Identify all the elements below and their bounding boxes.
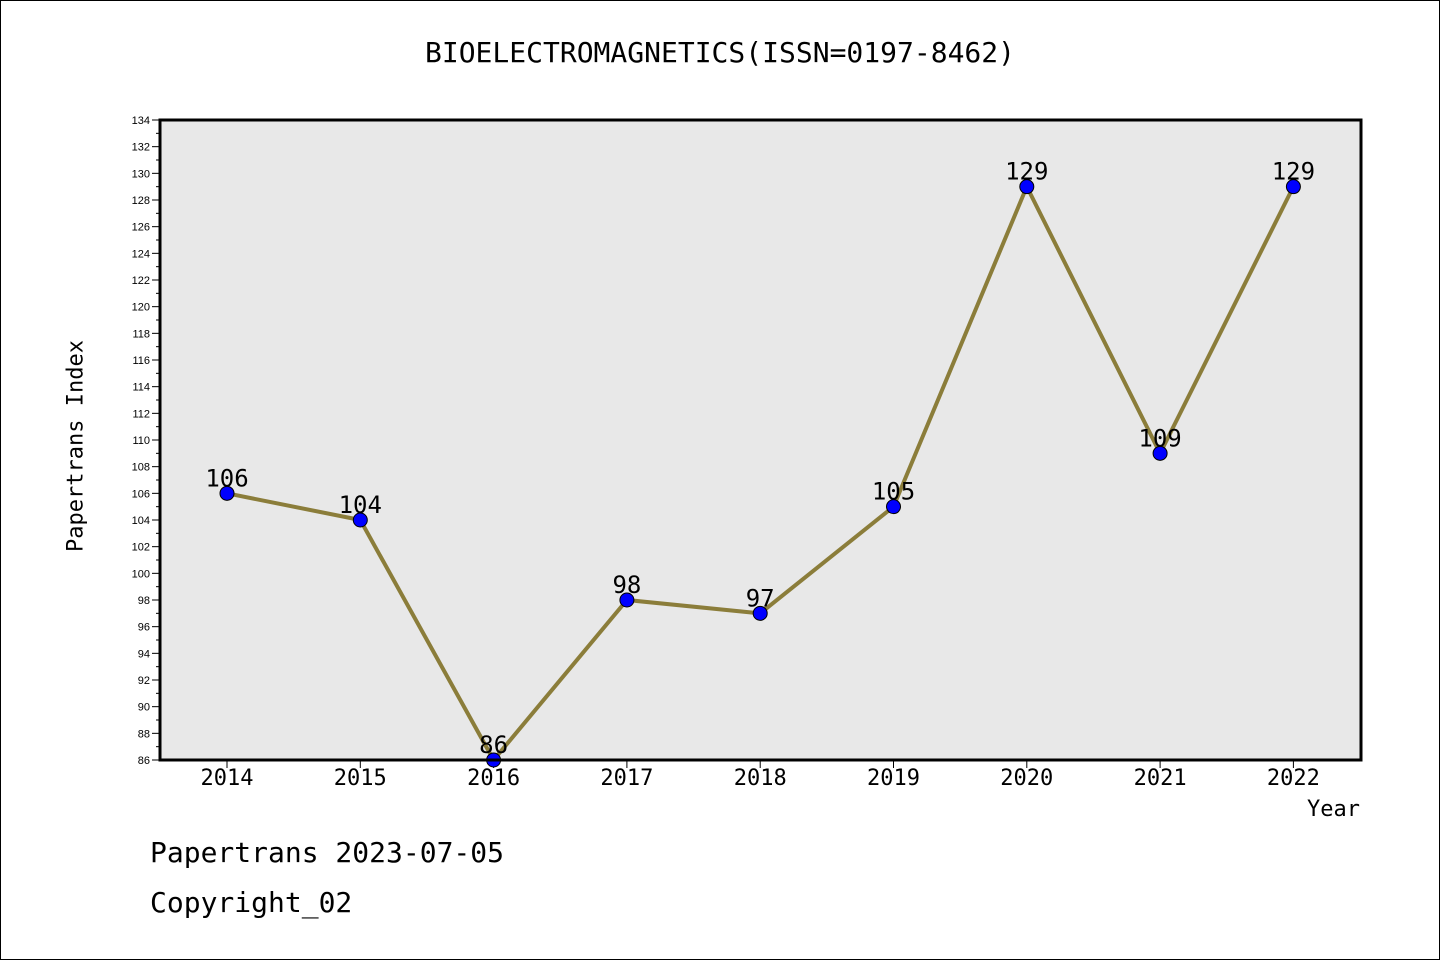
y-tick-label: 112: [132, 408, 150, 420]
x-axis-label: Year: [1307, 797, 1360, 822]
y-tick-label: 100: [132, 568, 150, 580]
x-tick-label: 2021: [1134, 766, 1187, 791]
footer-date: Papertrans 2023-07-05: [150, 836, 505, 869]
y-tick-label: 90: [138, 702, 150, 714]
y-tick-label: 92: [138, 675, 150, 687]
y-tick-label: 122: [132, 275, 150, 287]
data-label: 105: [872, 478, 915, 506]
y-tick-label: 116: [132, 355, 150, 367]
plot-border: [158, 118, 1363, 762]
y-tick-label: 88: [138, 728, 150, 740]
x-tick-label: 2014: [201, 766, 254, 791]
y-tick-label: 118: [132, 328, 150, 340]
y-tick-label: 110: [132, 435, 150, 447]
y-tick-label: 96: [138, 622, 150, 634]
data-label: 86: [479, 731, 508, 759]
y-tick-label: 114: [132, 382, 150, 394]
y-tick-label: 106: [132, 488, 150, 500]
data-point: [1285, 179, 1301, 195]
y-tick-label: 120: [132, 302, 150, 314]
data-label: 98: [612, 571, 641, 599]
y-tick-label: 104: [132, 515, 150, 527]
data-label: 104: [339, 491, 382, 519]
data-point: [619, 592, 635, 608]
data-point: [752, 605, 768, 621]
data-label: 106: [205, 464, 248, 492]
y-tick-label: 132: [132, 142, 150, 154]
x-tick-label: 2022: [1267, 766, 1320, 791]
y-tick-label: 128: [132, 195, 150, 207]
y-tick-label: 98: [138, 595, 150, 607]
data-point: [886, 499, 901, 515]
x-tick-label: 2015: [334, 766, 387, 791]
data-point: [1152, 445, 1168, 461]
plot-area: [160, 120, 1361, 760]
y-tick-label: 86: [138, 755, 150, 767]
data-point: [352, 512, 368, 528]
x-axis-ticks: 2014 2015 2016 2017 2018 2019 2020 2021 2022: [201, 760, 1320, 791]
chart-title: BIOELECTROMAGNETICS(ISSN=0197-8462): [424, 36, 1015, 69]
y-axis-ticks: 86 88 90 92 94 96 98 100 102 104 106 108 110 112 114 11…: [132, 115, 160, 767]
y-tick-label: 124: [132, 248, 150, 260]
footer-copyright: Copyright_02: [150, 886, 353, 919]
x-tick-label: 2018: [734, 766, 787, 791]
data-labels: 106 104 86 98 97 105 129 109 129: [205, 158, 1315, 759]
x-tick-label: 2019: [867, 766, 920, 791]
data-label: 129: [1272, 158, 1315, 186]
data-point: [1019, 179, 1035, 195]
y-tick-label: 126: [132, 222, 150, 234]
y-tick-label: 102: [132, 542, 150, 554]
data-label: 109: [1138, 424, 1181, 452]
y-tick-label: 108: [132, 462, 150, 474]
series-group: [219, 179, 1301, 768]
y-tick-label: 130: [132, 168, 150, 180]
x-tick-label: 2017: [600, 766, 653, 791]
data-label: 129: [1005, 158, 1048, 186]
y-tick-label: 94: [138, 648, 150, 660]
data-label: 97: [746, 584, 775, 612]
x-tick-label: 2016: [467, 766, 520, 791]
x-tick-label: 2020: [1000, 766, 1053, 791]
data-point: [219, 485, 235, 501]
y-tick-label: 134: [132, 115, 150, 127]
